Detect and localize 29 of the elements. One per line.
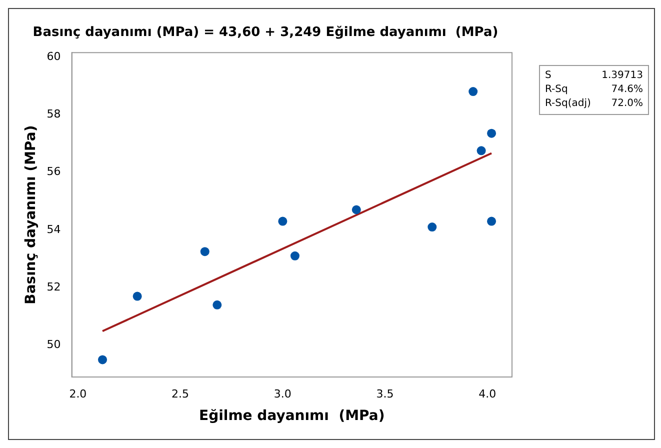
point (98, 355, 108, 364)
text: S 1.39713 (545, 70, 643, 81)
y-tick-label: 60 (46, 50, 61, 63)
x-axis-title: Eğilme dayanımı (MPa) (199, 408, 385, 424)
text: R-Sq 74.6% (545, 84, 643, 95)
x-tick-label: 2.5 (172, 387, 190, 400)
y-tick-label: 58 (46, 107, 61, 120)
x-tick-label: 3.5 (376, 387, 394, 400)
x-tick-label: 4.0 (478, 387, 496, 400)
point (487, 216, 496, 226)
text: R-Sq(adj) 72.0% (545, 98, 643, 109)
point (132, 292, 142, 301)
point (290, 251, 300, 260)
point (212, 300, 222, 310)
point (200, 247, 210, 256)
y-tick-label: 56 (46, 165, 61, 178)
y-axis-title: Basınç dayanımı (MPa) (23, 125, 40, 304)
point (278, 216, 288, 226)
point (476, 146, 486, 156)
y-tick-label: 54 (46, 222, 61, 236)
point (468, 87, 478, 96)
chart-title: Basınç dayanımı (MPa) = 43,60 + 3,249 Eğilme dayanımı (MPa) (32, 25, 498, 40)
point (352, 205, 361, 214)
y-tick-label: 52 (46, 280, 61, 294)
y-tick-label: 50 (46, 338, 61, 352)
point (487, 128, 496, 138)
point (428, 222, 437, 232)
x-tick-label: 3.0 (274, 387, 292, 400)
x-tick-label: 2.0 (69, 387, 87, 400)
